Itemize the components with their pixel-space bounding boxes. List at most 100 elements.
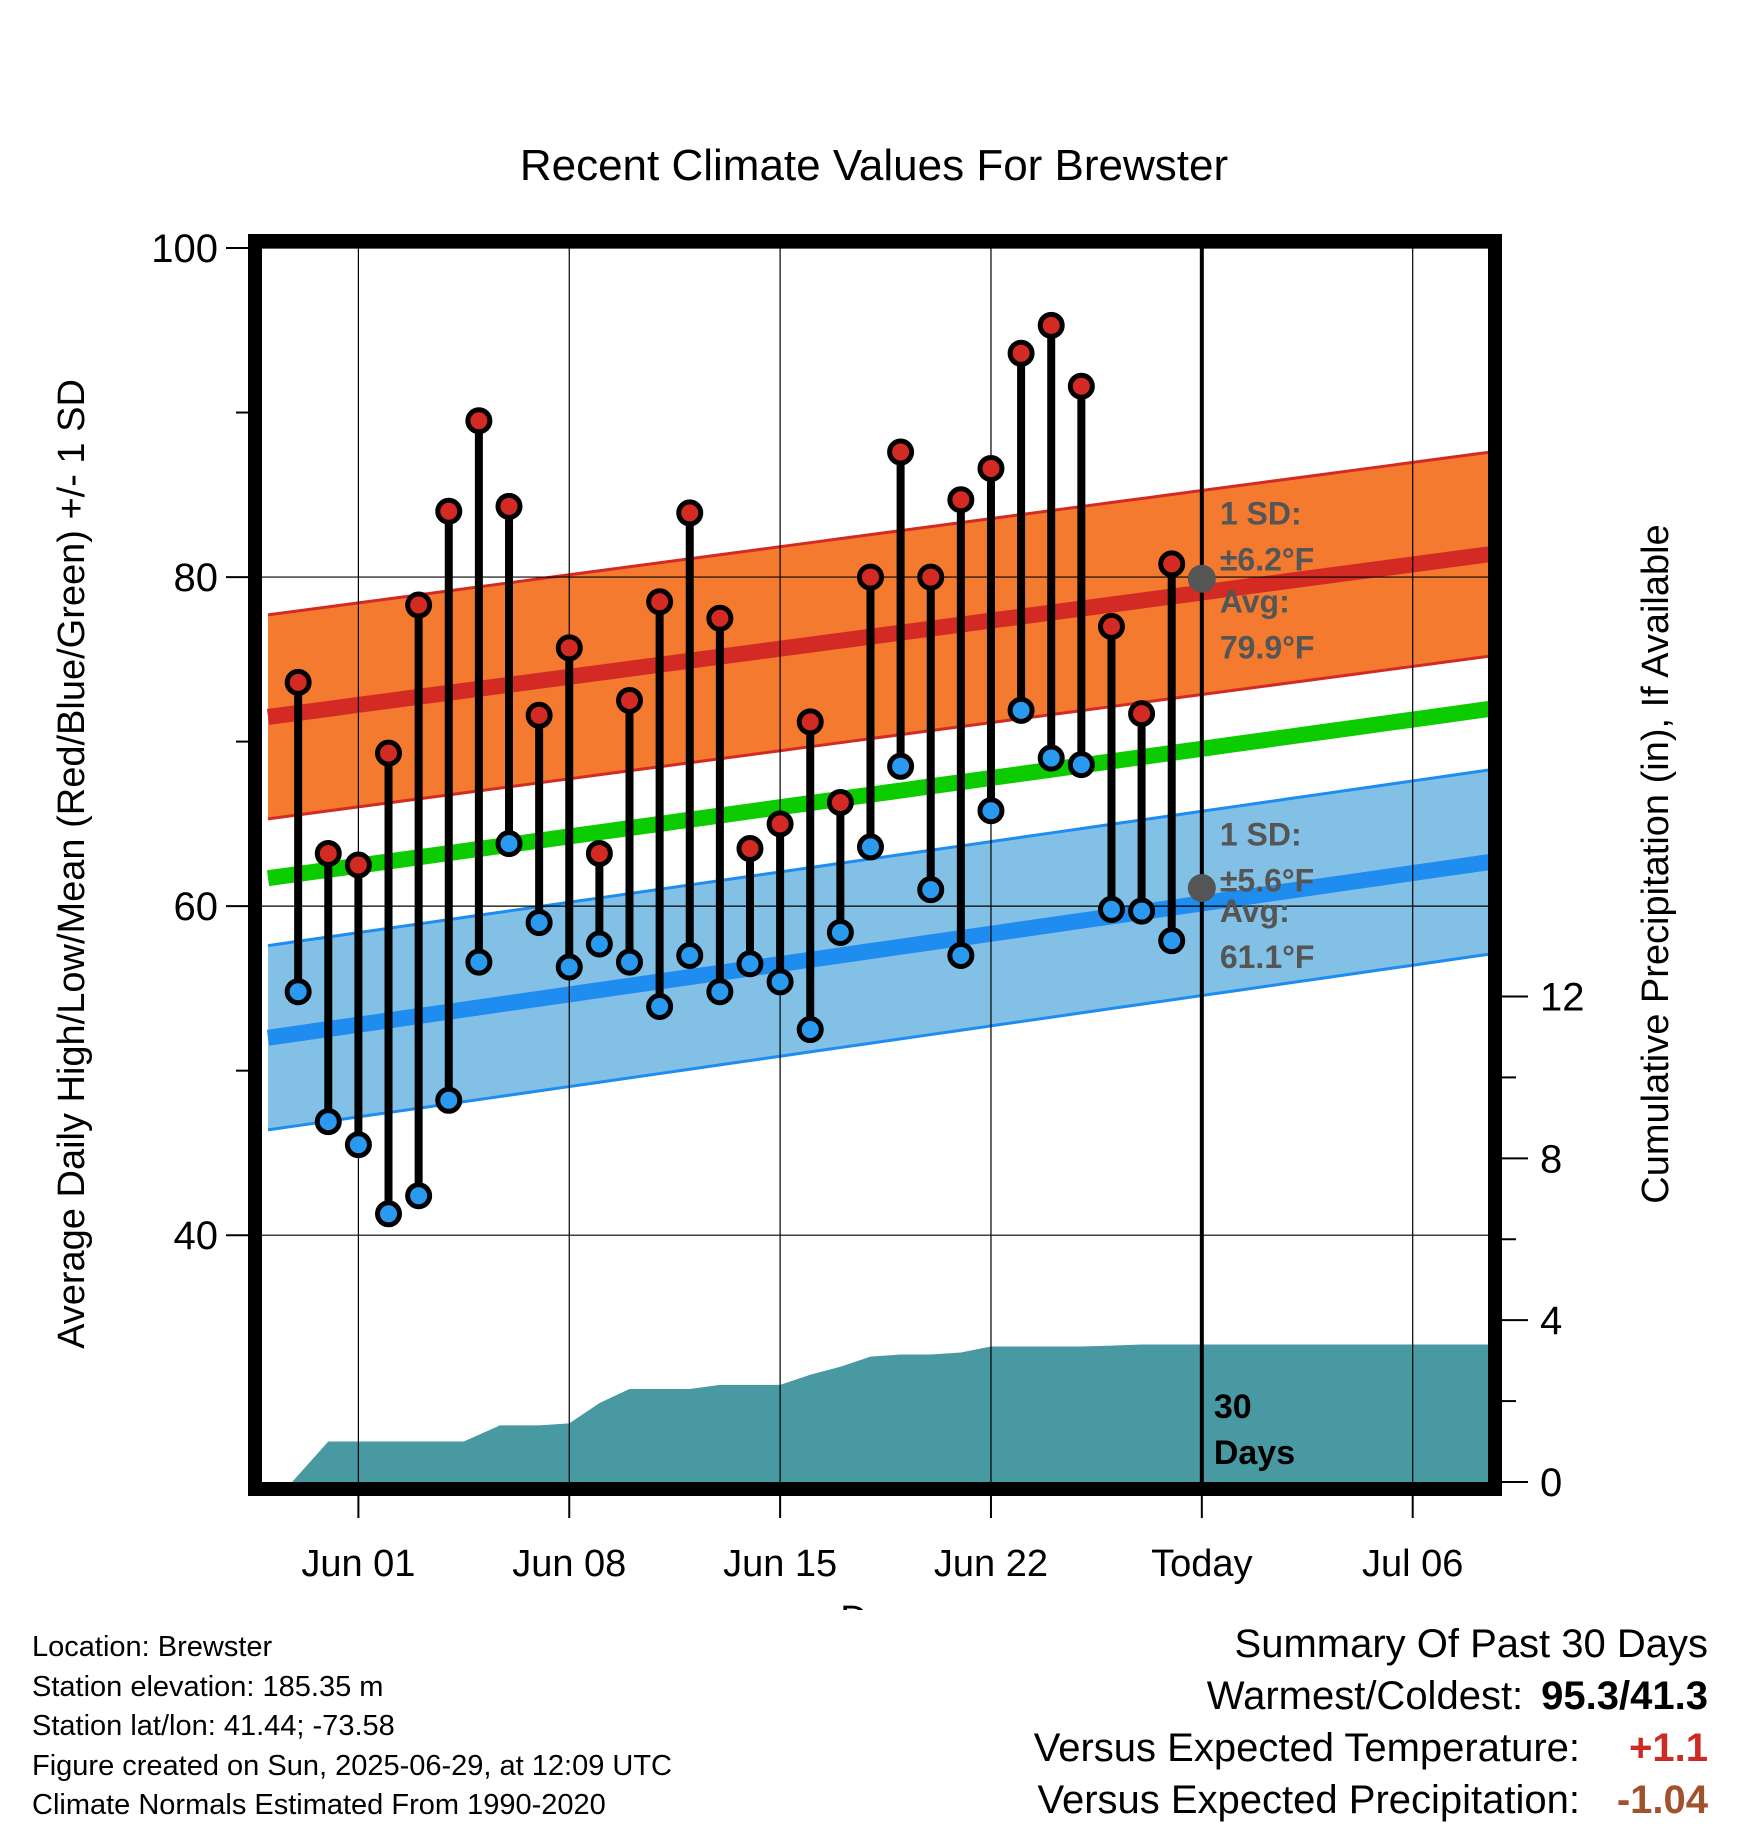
precip-anomaly-label: Versus Expected Precipitation: (1037, 1778, 1580, 1822)
high-avg-value: 79.9°F (1220, 630, 1315, 666)
high-sd-label: 1 SD: (1220, 496, 1302, 532)
low-temp-point (1128, 897, 1156, 925)
created-text: Figure created on Sun, 2025-06-29, at 12… (32, 1749, 672, 1782)
precip-anomaly-row: Versus Expected Precipitation: -1.04 (1034, 1774, 1708, 1826)
high-temp-point (465, 407, 493, 435)
y-tick-label: 80 (174, 556, 219, 600)
low-temp-point (1007, 696, 1035, 724)
high-temp-point (1128, 700, 1156, 728)
low-avg-value: 61.1°F (1220, 939, 1315, 975)
high-temp-point (344, 851, 372, 879)
x-tick-label: Jun 08 (512, 1543, 626, 1585)
high-avg-today-dot (1187, 564, 1216, 593)
high-temp-point (1067, 372, 1095, 400)
low-temp-point (736, 950, 764, 978)
high-temp-point (1007, 339, 1035, 367)
high-temp-point (1097, 612, 1125, 640)
high-temp-point (314, 839, 342, 867)
high-sd-value: ±6.2°F (1220, 542, 1314, 578)
low-sd-band-upper-edge (267, 768, 1488, 948)
high-temp-point (615, 686, 643, 714)
low-temp-point (646, 992, 674, 1020)
y2-axis-label: Cumulative Precipitation (in), If Availa… (1635, 524, 1677, 1203)
y2-tick-label: 4 (1540, 1299, 1562, 1343)
high-avg-line (266, 546, 1488, 725)
low-avg-label: Avg: (1220, 893, 1290, 929)
high-temp-point (1037, 311, 1065, 339)
low-temp-point (706, 978, 734, 1006)
station-info: Location: Brewster Station elevation: 18… (32, 1628, 672, 1826)
temp-anomaly-value: +1.1 (1629, 1726, 1708, 1770)
high-temp-point (947, 486, 975, 514)
y-tick-label: 100 (151, 227, 218, 271)
elevation-text: Station elevation: 185.35 m (32, 1670, 384, 1703)
high-temp-point (766, 810, 794, 838)
high-temp-point (555, 634, 583, 662)
high-temp-point (435, 497, 463, 525)
low-temp-point (585, 930, 613, 958)
high-temp-point (525, 701, 553, 729)
low-temp-point (766, 968, 794, 996)
high-temp-point (585, 839, 613, 867)
low-temp-point (1037, 744, 1065, 772)
y2-tick-label: 12 (1540, 975, 1585, 1019)
high-temp-point (706, 604, 734, 632)
high-sd-band-lower-edge (267, 654, 1488, 821)
precip-area (292, 1344, 1488, 1482)
low-temp-point (495, 830, 523, 858)
summary-title: Summary Of Past 30 Days (1234, 1622, 1708, 1666)
x-tick-label: Jun 01 (301, 1543, 415, 1585)
low-temp-point (917, 876, 945, 904)
latlon-text: Station lat/lon: 41.44; -73.58 (32, 1710, 395, 1742)
low-sd-label: 1 SD: (1220, 816, 1302, 852)
normals-text: Climate Normals Estimated From 1990-2020 (32, 1789, 606, 1821)
low-temp-point (435, 1086, 463, 1114)
low-temp-point (465, 948, 493, 976)
high-temp-point (646, 588, 674, 616)
warm-cold-row: Warmest/Coldest: 95.3/41.3 (1034, 1670, 1708, 1722)
high-temp-point (796, 708, 824, 736)
high-temp-point (284, 668, 312, 696)
low-temp-point (887, 752, 915, 780)
summary-panel: Summary Of Past 30 Days Warmest/Coldest:… (1034, 1618, 1708, 1826)
low-sd-band-lower-edge (267, 952, 1488, 1132)
high-temp-point (826, 788, 854, 816)
y-axis-label: Average Daily High/Low/Mean (Red/Blue/Gr… (51, 379, 93, 1349)
low-temp-point (615, 948, 643, 976)
low-temp-point (676, 941, 704, 969)
low-temp-point (796, 1016, 824, 1044)
y-tick-label: 40 (174, 1214, 219, 1258)
high-temp-point (856, 563, 884, 591)
high-temp-point (887, 438, 915, 466)
low-temp-point (856, 833, 884, 861)
y-tick-label: 60 (174, 885, 219, 929)
low-temp-point (1158, 927, 1186, 955)
location-text: Location: Brewster (32, 1631, 273, 1663)
low-temp-point (947, 941, 975, 969)
high-avg-label: Avg: (1220, 584, 1290, 620)
low-temp-point (284, 978, 312, 1006)
low-avg-today-dot (1187, 874, 1216, 903)
low-temp-point (344, 1131, 372, 1159)
high-sd-band-upper-edge (267, 450, 1488, 617)
days-label-text: Days (1214, 1434, 1295, 1472)
low-temp-point (555, 953, 583, 981)
low-temp-point (525, 909, 553, 937)
temp-anomaly-row: Versus Expected Temperature: +1.1 (1034, 1722, 1708, 1774)
plot-frame (248, 234, 1502, 1496)
low-temp-point (314, 1108, 342, 1136)
days-label-number: 30 (1214, 1388, 1252, 1426)
x-tick-label: Jun 15 (723, 1543, 837, 1585)
precip-anomaly-value: -1.04 (1616, 1778, 1708, 1822)
chart-title: Recent Climate Values For Brewster (520, 141, 1228, 190)
low-temp-point (1097, 895, 1125, 923)
x-tick-label: Jul 06 (1362, 1543, 1463, 1585)
temp-anomaly-label: Versus Expected Temperature: (1033, 1726, 1580, 1770)
x-tick-label: Jun 22 (934, 1543, 1048, 1585)
warm-cold-value: 95.3/41.3 (1541, 1674, 1708, 1718)
low-temp-point (405, 1182, 433, 1210)
low-temp-point (1067, 751, 1095, 779)
low-sd-value: ±5.6°F (1220, 862, 1314, 898)
high-temp-point (1158, 550, 1186, 578)
